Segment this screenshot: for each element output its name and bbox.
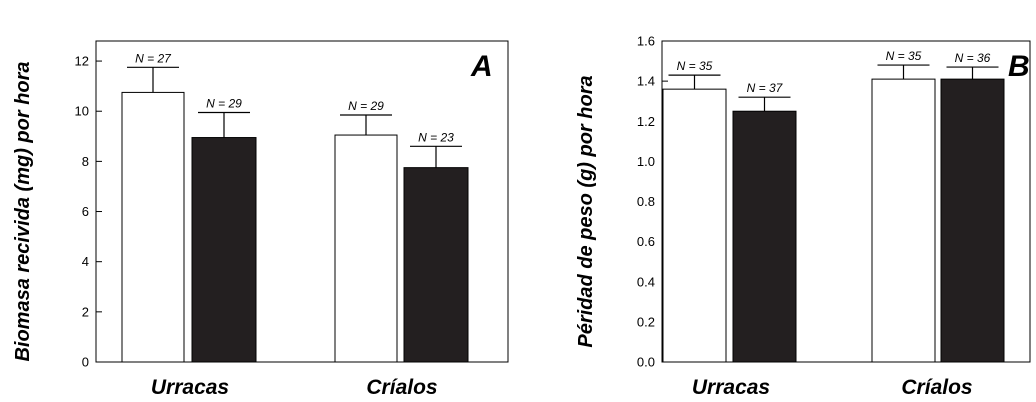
y-tick-label: 1.2: [637, 114, 655, 129]
y-tick-label: 12: [75, 54, 89, 69]
category-label: Críalos: [366, 376, 437, 399]
y-tick-label: 2: [82, 304, 89, 319]
panel-letter: A: [470, 50, 493, 83]
bar: [334, 134, 398, 363]
y-tick-label: 0.6: [637, 234, 655, 249]
n-label: N = 27: [135, 51, 172, 65]
n-label: N = 37: [747, 81, 784, 95]
category-label: Urracas: [692, 376, 770, 399]
y-tick-label: 1.6: [637, 34, 655, 49]
n-label: N = 35: [886, 49, 922, 63]
n-label: N = 23: [418, 130, 454, 144]
y-tick-label: 0.8: [637, 194, 655, 209]
y-tick-label: 10: [75, 104, 89, 119]
y-tick-label: 0.0: [637, 355, 655, 370]
y-tick-label: 1.4: [637, 74, 655, 89]
y-tick-label: 0: [82, 355, 89, 370]
n-label: N = 29: [206, 96, 242, 110]
y-tick-label: 0.2: [637, 314, 655, 329]
bar: [191, 137, 257, 363]
panel-letter: B: [1008, 50, 1030, 83]
y-tick-label: 6: [82, 204, 89, 219]
bar: [662, 88, 727, 363]
y-tick-label: 0.4: [637, 274, 655, 289]
n-label: N = 29: [348, 99, 384, 113]
category-label: Urracas: [151, 376, 229, 399]
y-axis-title: Péridad de peso (g) por hora: [575, 75, 597, 347]
bar: [871, 78, 936, 363]
bar: [732, 110, 797, 363]
bar: [403, 167, 469, 363]
n-label: N = 36: [955, 51, 991, 65]
plot-frame: [95, 40, 509, 363]
bar: [121, 91, 185, 363]
y-axis-title: Biomasa recivida (mg) por hora: [12, 61, 34, 361]
category-label: Críalos: [901, 376, 972, 399]
y-tick-label: 4: [82, 254, 89, 269]
y-tick-label: 1.0: [637, 154, 655, 169]
n-label: N = 35: [677, 59, 713, 73]
y-tick-label: 8: [82, 154, 89, 169]
bar: [940, 78, 1005, 363]
